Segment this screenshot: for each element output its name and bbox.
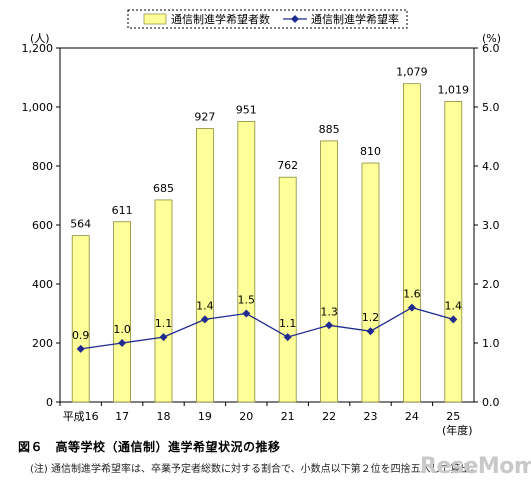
legend-bar-swatch <box>143 13 167 25</box>
right-axis-unit: (%) <box>482 32 501 45</box>
left-tick-label: 400 <box>32 278 53 291</box>
x-axis-unit: (年度) <box>442 423 473 437</box>
rate-point <box>325 321 334 330</box>
rate-value-label: 1.5 <box>238 294 256 307</box>
x-tick-label: 平成16 <box>63 410 99 423</box>
left-tick-label: 1,000 <box>22 101 54 114</box>
bar-value-label: 927 <box>194 111 215 124</box>
legend-box <box>127 9 408 29</box>
bar <box>278 176 297 403</box>
right-tick-label: 3.0 <box>482 219 500 232</box>
x-tick-label: 22 <box>322 410 336 423</box>
watermark-logo: ReseMom <box>420 454 531 479</box>
bar <box>320 140 339 403</box>
rate-point <box>366 327 375 336</box>
rate-point <box>76 344 85 353</box>
x-tick-label: 24 <box>405 410 419 423</box>
right-tick-label: 5.0 <box>482 101 500 114</box>
right-tick-label: 2.0 <box>482 278 500 291</box>
rate-value-label: 1.3 <box>320 305 338 318</box>
bar <box>113 221 131 403</box>
rate-value-label: 1.0 <box>113 323 131 336</box>
bar-value-label: 810 <box>360 145 381 158</box>
left-tick-label: 800 <box>32 160 53 173</box>
bar <box>444 100 463 403</box>
bar-value-label: 1,019 <box>438 83 470 96</box>
figure-note: (注) 通信制進学希望率は、卒業予定者総数に対する割合で、小数点以下第２位を四捨… <box>30 464 481 475</box>
rate-value-label: 1.4 <box>196 299 214 312</box>
rate-point <box>242 309 251 318</box>
rate-point <box>283 333 292 342</box>
rate-value-label: 1.2 <box>362 311 380 324</box>
x-tick-label: 19 <box>198 410 212 423</box>
figure-caption: 図６ 高等学校（通信制）進学希望状況の推移 <box>18 440 281 454</box>
x-tick-label: 23 <box>364 410 378 423</box>
bar <box>237 121 256 403</box>
rate-value-label: 0.9 <box>72 329 90 342</box>
bar <box>195 128 214 403</box>
rate-line <box>80 306 454 350</box>
rate-point <box>118 339 127 347</box>
x-tick-label: 17 <box>115 410 129 423</box>
bar-value-label: 564 <box>70 218 91 231</box>
bar <box>154 199 173 403</box>
rate-value-label: 1.6 <box>403 288 421 301</box>
legend-line-marker <box>291 15 299 23</box>
bar-value-label: 762 <box>277 159 298 172</box>
bar <box>71 235 90 403</box>
rate-point <box>407 303 416 312</box>
right-tick-label: 6.0 <box>482 42 500 55</box>
x-tick-label: 25 <box>446 410 460 423</box>
legend-bar-label: 通信制進学希望者数 <box>171 12 270 26</box>
left-tick-label: 200 <box>32 337 53 350</box>
bar-value-label: 1,079 <box>396 66 428 79</box>
left-tick-label: 600 <box>32 219 53 232</box>
bar <box>402 83 421 403</box>
rate-value-label: 1.1 <box>279 317 297 330</box>
right-tick-label: 4.0 <box>482 160 500 173</box>
rate-value-label: 1.1 <box>155 317 173 330</box>
left-axis-unit: (人) <box>30 32 50 45</box>
x-tick-label: 18 <box>157 410 171 423</box>
rate-point <box>449 315 458 324</box>
bar-value-label: 685 <box>153 182 174 195</box>
legend-line-label: 通信制進学希望率 <box>311 12 399 26</box>
bar-value-label: 885 <box>319 123 340 136</box>
bar <box>361 162 380 403</box>
bar-value-label: 951 <box>236 103 257 116</box>
right-tick-label: 1.0 <box>482 337 500 350</box>
rate-value-label: 1.4 <box>445 299 463 312</box>
left-tick-label: 1,200 <box>22 42 54 55</box>
x-tick-label: 20 <box>239 410 253 423</box>
bar-value-label: 611 <box>112 204 133 217</box>
x-tick-label: 21 <box>281 410 295 423</box>
rate-point <box>200 315 209 324</box>
rate-point <box>159 333 168 342</box>
left-tick-label: 0 <box>46 396 53 409</box>
right-tick-label: 0.0 <box>482 396 500 409</box>
